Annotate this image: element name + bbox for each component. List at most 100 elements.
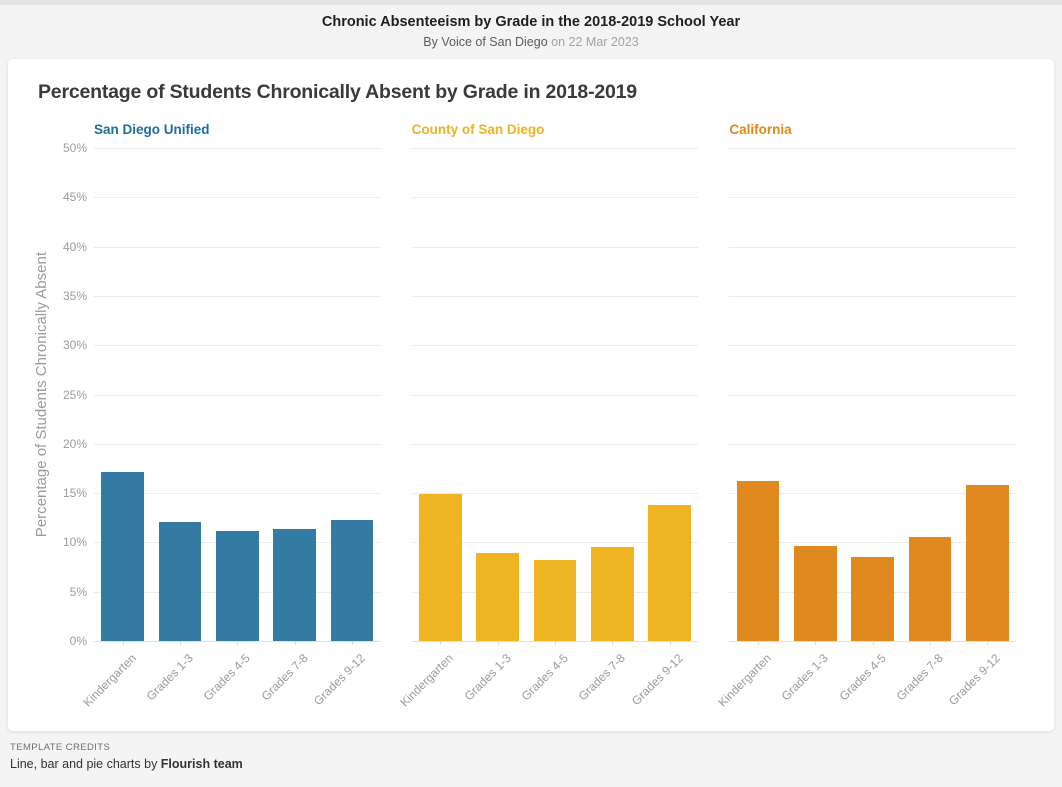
- bar-california-grades-1-3[interactable]: [794, 546, 837, 641]
- facet-label-county-of-san-diego: County of San Diego: [411, 122, 545, 137]
- bar-slot: [526, 148, 583, 641]
- top-strip: [0, 0, 1062, 5]
- x-label: Grades 9-12: [946, 651, 1004, 709]
- x-axis-tick: [612, 641, 614, 645]
- y-tick-label: 20%: [62, 436, 87, 451]
- bar-california-grades-4-5[interactable]: [851, 557, 894, 641]
- bars-group: [412, 148, 699, 641]
- bar-slot: [959, 148, 1016, 641]
- x-label: Kindergarten: [80, 651, 139, 710]
- gridline: [729, 197, 1017, 199]
- y-tick-label: 5%: [69, 584, 87, 599]
- gridline: [411, 295, 699, 297]
- bar-slot: [641, 148, 698, 641]
- y-tick-label: 35%: [62, 288, 87, 303]
- page-footer: TEMPLATE CREDITS Line, bar and pie chart…: [0, 731, 1062, 771]
- x-label: Kindergarten: [715, 651, 774, 710]
- x-axis-tick: [497, 641, 499, 645]
- gridline: [411, 493, 699, 495]
- bars-group: [94, 148, 381, 641]
- bar-county-of-san-diego-kindergarten[interactable]: [419, 494, 462, 641]
- gridline: [94, 197, 381, 199]
- x-axis-tick: [352, 641, 353, 645]
- bar-county-of-san-diego-grades-7-8[interactable]: [591, 547, 634, 641]
- x-label: Grades 7-8: [258, 651, 311, 704]
- x-label: Grades 1-3: [143, 651, 196, 704]
- bar-san-diego-unified-grades-1-3[interactable]: [158, 521, 202, 641]
- plot-county-of-san-diego: [411, 148, 699, 645]
- x-axis-tick: [122, 641, 124, 645]
- gridline: [729, 443, 1017, 445]
- x-axis-labels: Kindergarten Grades 1-3 Grades 4-5 Grades 7…: [80, 641, 381, 721]
- bar-slot: [844, 148, 901, 641]
- x-label: Grades 4-5: [836, 651, 889, 704]
- x-axis-tick: [669, 641, 671, 645]
- y-tick-label: 15%: [62, 486, 87, 501]
- facet-california: California Kindergarten Grades 1-3 Grades 4…: [715, 122, 1017, 721]
- credits-team: Flourish team: [160, 757, 243, 771]
- bar-san-diego-unified-grades-4-5[interactable]: [216, 530, 259, 641]
- bar-slot: [266, 148, 323, 641]
- facet-label-california: California: [729, 122, 792, 137]
- gridline: [94, 493, 381, 495]
- template-credits-label: TEMPLATE CREDITS: [10, 742, 111, 753]
- template-credits-line: Line, bar and pie charts by Flourish tea…: [10, 757, 1052, 771]
- credits-text: Line, bar and pie charts by: [10, 757, 161, 771]
- byline-date: on 22 Mar 2023: [551, 35, 639, 49]
- y-tick-label: 45%: [62, 190, 87, 205]
- bar-california-grades-9-12[interactable]: [966, 485, 1009, 641]
- gridline: [94, 295, 381, 297]
- gridline: [729, 542, 1017, 544]
- bar-slot: [412, 148, 469, 641]
- page-title: Chronic Absenteeism by Grade in the 2018…: [321, 14, 741, 30]
- gridline: [411, 394, 699, 396]
- bar-california-grades-7-8[interactable]: [908, 537, 952, 641]
- gridline: [94, 148, 381, 149]
- byline-author: By Voice of San Diego: [423, 35, 548, 49]
- gridline: [411, 197, 699, 199]
- bar-slot: [584, 148, 641, 641]
- plot-san-diego-unified: [94, 148, 381, 645]
- x-axis-tick: [987, 641, 989, 645]
- gridline: [411, 542, 699, 544]
- gridline: [729, 394, 1017, 396]
- x-axis-tick: [758, 641, 759, 645]
- y-tick-label: 0%: [69, 634, 87, 648]
- y-tick-label: 10%: [62, 535, 87, 550]
- bar-slot: [469, 148, 526, 641]
- gridline: [411, 148, 699, 149]
- x-label: Grades 9-12: [628, 651, 686, 709]
- bar-san-diego-unified-kindergarten[interactable]: [101, 472, 144, 641]
- x-label: Grades 7-8: [893, 651, 946, 704]
- x-axis-tick: [872, 641, 874, 645]
- bar-county-of-san-diego-grades-1-3[interactable]: [476, 553, 519, 641]
- bar-san-diego-unified-grades-7-8[interactable]: [273, 528, 316, 641]
- facets-row: San Diego Unified Kindergarten Grades 1-3 G…: [80, 122, 1017, 721]
- page-header: Chronic Absenteeism by Grade in the 2018…: [0, 5, 1062, 59]
- gridline: [411, 443, 699, 445]
- x-axis-tick: [555, 641, 556, 645]
- gridline: [729, 148, 1017, 149]
- chart-title: Percentage of Students Chronically Absen…: [38, 81, 637, 103]
- gridline: [94, 345, 381, 347]
- x-axis-tick: [440, 641, 442, 645]
- x-label: Grades 9-12: [310, 651, 368, 709]
- x-label: Kindergarten: [397, 651, 457, 710]
- bar-slot: [901, 148, 958, 641]
- bars-group: [729, 148, 1016, 641]
- chart-layout: Percentage of Students Chronically Absen…: [30, 122, 1017, 721]
- bar-county-of-san-diego-grades-4-5[interactable]: [533, 560, 577, 641]
- bar-slot: [729, 148, 786, 641]
- plot-california: [729, 148, 1017, 645]
- facet-county-of-san-diego: County of San Diego Kindergarten Grades 1-…: [398, 122, 699, 721]
- bar-slot: [94, 148, 151, 641]
- y-tick-label: 50%: [62, 141, 87, 155]
- bar-san-diego-unified-grades-9-12[interactable]: [330, 519, 374, 641]
- bar-slot: [151, 148, 208, 641]
- bar-california-kindergarten[interactable]: [736, 481, 780, 641]
- bar-slot: [787, 148, 844, 641]
- x-axis-labels: Kindergarten Grades 1-3 Grades 4-5 Grades 7…: [398, 641, 699, 721]
- y-tick-label: 40%: [62, 239, 87, 254]
- bar-county-of-san-diego-grades-9-12[interactable]: [648, 504, 691, 641]
- gridline: [729, 295, 1017, 297]
